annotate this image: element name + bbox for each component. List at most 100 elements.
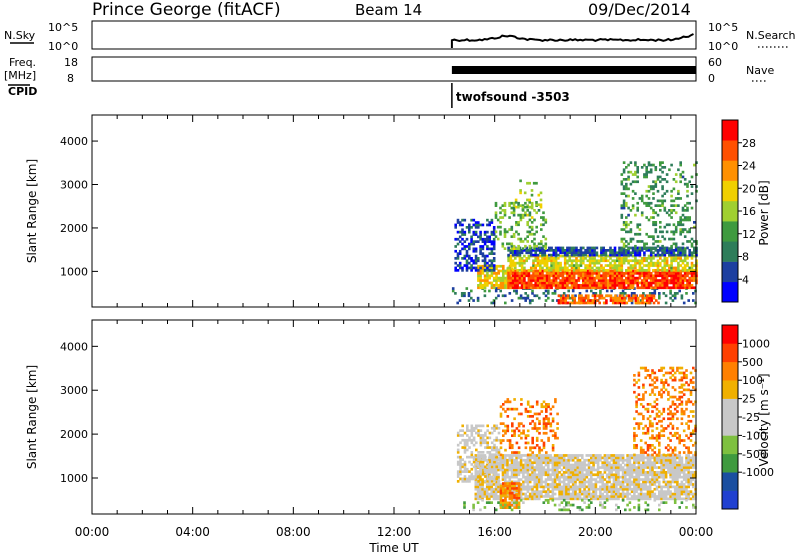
heatmap-cell [578,267,581,270]
heatmap-cell [582,277,585,280]
heatmap-cell [459,267,462,270]
heatmap-cell [560,302,563,305]
heatmap-cell [684,277,687,280]
heatmap-cell [515,476,518,479]
heatmap-cell [636,168,639,171]
heatmap-cell [538,413,541,416]
heatmap-cell [558,464,561,467]
heatmap-cell [506,473,509,476]
colorbar-tick-label: 20 [742,182,756,195]
heatmap-cell [688,279,691,282]
heatmap-cell [507,487,510,490]
heatmap-cell [554,478,557,481]
heatmap-cell [690,461,693,464]
heatmap-cell [579,459,582,462]
heatmap-cell [511,228,514,231]
heatmap-cell [579,478,582,481]
heatmap-cell [567,483,570,486]
heatmap-cell [626,459,629,462]
heatmap-cell [634,257,637,260]
heatmap-cell [674,408,677,411]
heatmap-cell [543,425,546,428]
heatmap-cell [562,294,565,297]
heatmap-cell [641,200,644,203]
heatmap-cell [670,262,673,265]
heatmap-cell [596,294,599,297]
heatmap-cell [672,386,675,389]
heatmap-cell [536,466,539,469]
heatmap-cell [686,183,689,186]
heatmap-cell [533,471,536,474]
heatmap-cell [540,199,543,202]
heatmap-cell [480,429,483,432]
heatmap-cell [504,272,507,275]
heatmap-cell [497,238,500,241]
heatmap-cell [665,486,668,489]
heatmap-cell [563,481,566,484]
heatmap-cell [567,297,570,300]
heatmap-cell [676,417,679,420]
heatmap-cell [563,506,566,509]
heatmap-cell [669,292,672,295]
colorbar-tick-label: 24 [742,160,756,173]
heatmap-cell [617,461,620,464]
heatmap-cell [687,299,690,302]
heatmap-cell [656,434,659,437]
heatmap-cell [543,401,546,404]
heatmap-cell [641,267,644,270]
heatmap-cell [511,211,514,214]
heatmap-cell [554,469,557,472]
heatmap-cell [676,476,679,479]
heatmap-cell [654,290,657,293]
heatmap-cell [644,471,647,474]
heatmap-cell [678,398,681,401]
heatmap-cell [507,269,510,272]
heatmap-cell [645,286,648,289]
heatmap-cell [468,248,471,251]
heatmap-cell [504,214,507,217]
heatmap-cell [500,489,503,492]
heatmap-cell [610,498,613,501]
heatmap-cell [457,432,460,435]
heatmap-cell [506,464,509,467]
heatmap-cell [626,483,629,486]
heatmap-cell [579,498,582,501]
heatmap-cell [607,255,610,258]
heatmap-cell [655,183,658,186]
heatmap-cell [468,262,471,265]
heatmap-cell [644,495,647,498]
heatmap-cell [565,478,568,481]
heatmap-cell [545,473,548,476]
heatmap-cell [493,226,496,229]
heatmap-cell [568,249,571,252]
heatmap-cell [509,439,512,442]
heatmap-cell [604,498,607,501]
heatmap-cell [473,259,476,262]
heatmap-cell [679,219,682,222]
heatmap-cell [459,456,462,459]
heatmap-cell [544,274,547,277]
heatmap-cell [617,490,620,493]
heatmap-cell [659,254,662,257]
heatmap-cell [470,257,473,260]
heatmap-cell [475,425,478,428]
heatmap-cell [598,262,601,265]
heatmap-cell [658,451,661,454]
heatmap-cell [590,469,593,472]
heatmap-cell [566,277,569,280]
heatmap-cell [682,171,685,174]
heatmap-cell [504,485,507,488]
heatmap-cell [473,429,476,432]
heatmap-cell [509,464,512,467]
heatmap-cell [599,478,602,481]
heatmap-cell [586,495,589,498]
heatmap-cell [633,374,636,377]
heatmap-cell [579,464,582,467]
heatmap-cell [574,486,577,489]
heatmap-cell [589,262,592,265]
heatmap-cell [635,469,638,472]
heatmap-cell [657,267,660,270]
heatmap-cell [619,294,622,297]
heatmap-cell [624,493,627,496]
heatmap-cell [663,473,666,476]
